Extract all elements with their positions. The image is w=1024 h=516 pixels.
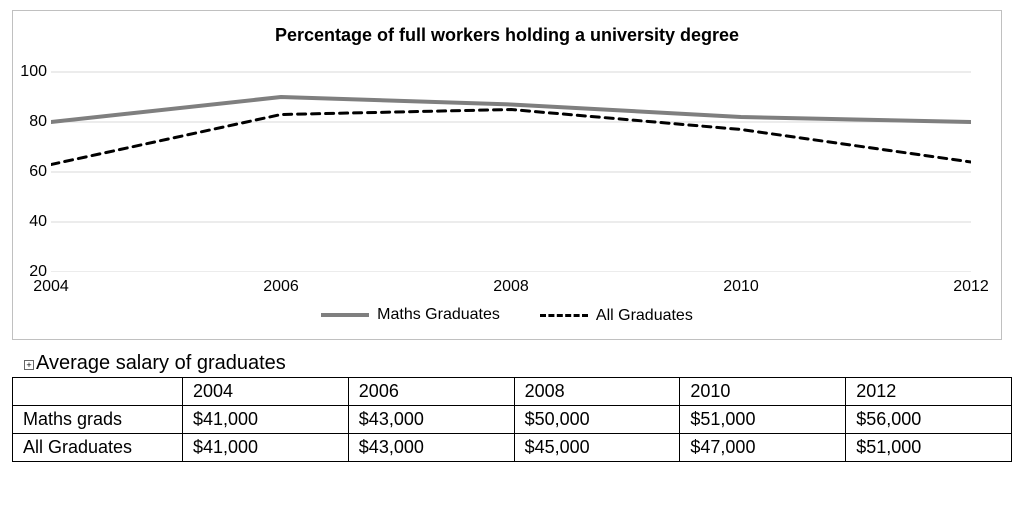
legend-item: All Graduates [540,307,693,325]
table-header-cell: 2010 [680,378,846,406]
legend-item: Maths Graduates [321,306,500,324]
legend: Maths Graduates All Graduates [29,304,985,325]
y-tick-label: 60 [17,163,47,181]
legend-swatch [321,313,369,317]
data-cell: $43,000 [348,406,514,434]
table-body: Maths grads$41,000$43,000$50,000$51,000$… [13,406,1012,462]
x-tick-label: 2010 [723,278,759,296]
row-label-cell: All Graduates [13,434,183,462]
table-header-cell: 2006 [348,378,514,406]
data-cell: $41,000 [183,406,349,434]
legend-swatch [540,314,588,317]
y-tick-label: 40 [17,213,47,231]
data-cell: $56,000 [846,406,1012,434]
y-tick-label: 100 [17,63,47,81]
data-cell: $47,000 [680,434,846,462]
table-caption: +Average salary of graduates [24,352,1012,375]
x-tick-label: 2008 [493,278,529,296]
table-header-cell: 2012 [846,378,1012,406]
x-tick-label: 2004 [33,278,69,296]
chart-container: Percentage of full workers holding a uni… [12,10,1002,340]
expand-icon[interactable]: + [24,360,34,370]
chart-title: Percentage of full workers holding a uni… [29,25,985,46]
plot-area: 2040608010020042006200820102012 [51,52,971,272]
data-cell: $50,000 [514,406,680,434]
table-header-blank [13,378,183,406]
table-row: Maths grads$41,000$43,000$50,000$51,000$… [13,406,1012,434]
chart-svg [51,52,971,272]
data-cell: $41,000 [183,434,349,462]
y-tick-label: 80 [17,113,47,131]
table-header-cell: 2008 [514,378,680,406]
data-cell: $51,000 [680,406,846,434]
data-cell: $45,000 [514,434,680,462]
legend-label: All Graduates [596,307,693,325]
data-cell: $51,000 [846,434,1012,462]
table-row: All Graduates$41,000$43,000$45,000$47,00… [13,434,1012,462]
salary-table: 20042006200820102012 Maths grads$41,000$… [12,377,1012,462]
table-header-cell: 2004 [183,378,349,406]
data-cell: $43,000 [348,434,514,462]
table-header-row: 20042006200820102012 [13,378,1012,406]
legend-label: Maths Graduates [377,306,500,324]
x-tick-label: 2006 [263,278,299,296]
table-caption-text: Average salary of graduates [36,352,286,374]
x-tick-label: 2012 [953,278,989,296]
row-label-cell: Maths grads [13,406,183,434]
